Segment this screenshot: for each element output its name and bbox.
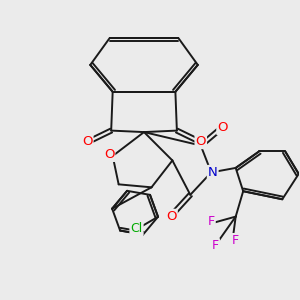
- Text: Cl: Cl: [130, 222, 142, 235]
- Text: O: O: [217, 121, 228, 134]
- Text: F: F: [232, 234, 239, 247]
- Text: O: O: [82, 135, 92, 148]
- Text: O: O: [166, 210, 177, 223]
- Text: N: N: [208, 166, 218, 179]
- Text: O: O: [196, 135, 206, 148]
- Text: F: F: [208, 215, 215, 229]
- Text: F: F: [212, 239, 219, 252]
- Text: O: O: [104, 148, 114, 161]
